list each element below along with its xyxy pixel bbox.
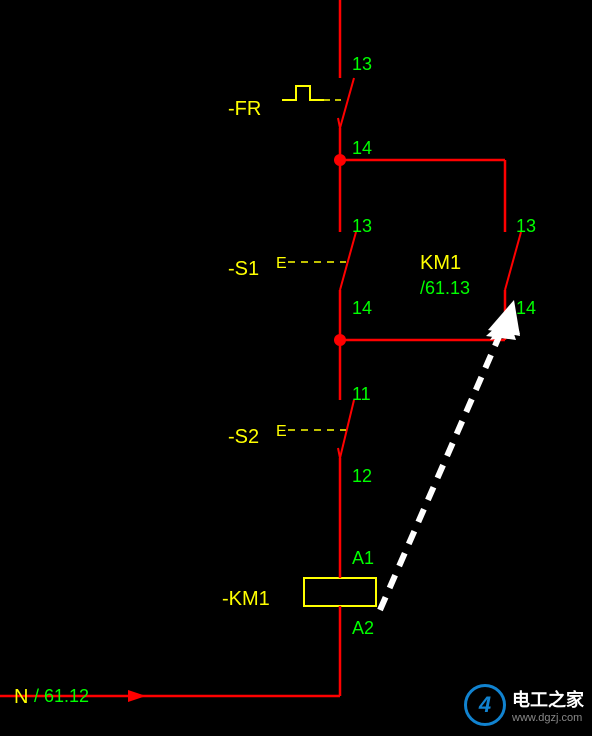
label-s2: -S2 — [228, 426, 259, 449]
term-s1-bot: 14 — [352, 298, 372, 319]
label-km1-contact: KM1 — [420, 252, 461, 275]
svg-text:E: E — [276, 255, 287, 272]
term-s2-top: 11 — [352, 384, 371, 405]
watermark-url: www.dgzj.com — [512, 712, 584, 724]
label-n: N — [14, 686, 28, 709]
term-fr-top: 13 — [352, 54, 372, 75]
term-km1c-bot: 14 — [516, 298, 536, 319]
term-fr-bot: 14 — [352, 138, 372, 159]
ref-n: / 61.12 — [34, 686, 89, 707]
term-coil-bot: A2 — [352, 618, 374, 639]
watermark-title: 电工之家 — [512, 686, 584, 712]
label-s1: -S1 — [228, 258, 259, 281]
label-km1-coil: -KM1 — [222, 588, 270, 611]
term-coil-top: A1 — [352, 548, 374, 569]
svg-text:E: E — [276, 423, 287, 440]
watermark-logo-icon: 4 — [464, 684, 506, 726]
term-s2-bot: 12 — [352, 466, 372, 487]
term-s1-top: 13 — [352, 216, 372, 237]
circuit-diagram: EE — [0, 0, 592, 736]
label-fr: -FR — [228, 98, 261, 121]
watermark: 4 电工之家 www.dgzj.com — [464, 684, 584, 726]
term-km1c-top: 13 — [516, 216, 536, 237]
ref-km1-contact: /61.13 — [420, 278, 470, 299]
